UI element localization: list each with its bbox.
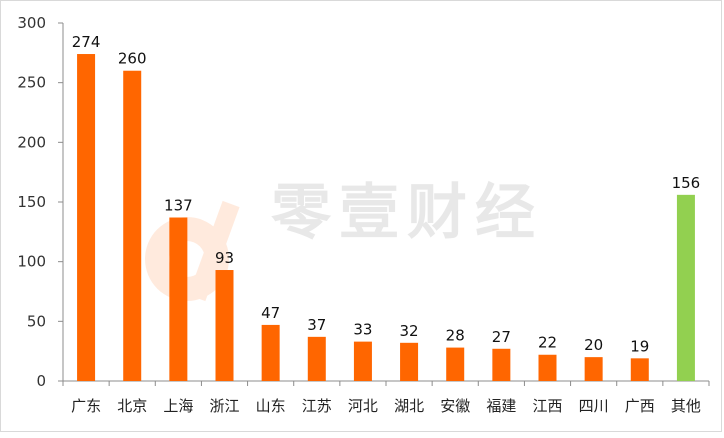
- bar: [584, 357, 603, 381]
- bar: [446, 347, 465, 381]
- y-tick-label: 250: [17, 74, 46, 92]
- x-category-label: 四川: [579, 397, 609, 415]
- bars: [77, 54, 695, 381]
- bar: [630, 358, 649, 381]
- x-category-label: 安徽: [440, 397, 470, 415]
- bar: [261, 324, 280, 381]
- x-category-label: 浙江: [209, 397, 239, 415]
- x-category-label: 北京: [117, 397, 147, 415]
- y-tick-label: 300: [17, 14, 46, 32]
- x-category-label: 河北: [348, 397, 378, 415]
- x-category-label: 江苏: [302, 397, 332, 415]
- bar: [676, 194, 695, 381]
- x-category-label: 其他: [671, 397, 701, 415]
- bar: [353, 341, 372, 381]
- x-category-label: 福建: [486, 397, 516, 415]
- data-label: 274: [72, 33, 101, 51]
- data-label: 93: [215, 249, 234, 267]
- bar: [169, 217, 188, 381]
- x-category-label: 广东: [71, 397, 101, 415]
- data-label: 156: [672, 174, 701, 192]
- data-label: 260: [118, 50, 147, 68]
- data-label: 20: [584, 336, 603, 354]
- data-label: 37: [307, 316, 326, 334]
- data-label: 27: [492, 328, 511, 346]
- x-category-label: 上海: [163, 397, 193, 415]
- data-label: 32: [400, 322, 419, 340]
- data-label: 28: [446, 327, 465, 345]
- bar: [307, 336, 326, 381]
- x-category-label: 江西: [532, 397, 562, 415]
- x-category-label: 湖北: [394, 397, 424, 415]
- data-label: 33: [353, 321, 372, 339]
- bar: [400, 342, 419, 381]
- bar: [492, 348, 511, 381]
- y-axis-ticks: 0 50 100 150 200 250 300: [17, 14, 63, 390]
- data-label: 22: [538, 334, 557, 352]
- bar: [123, 70, 142, 381]
- bar: [77, 54, 96, 381]
- data-label: 47: [261, 304, 280, 322]
- data-label: 19: [630, 337, 649, 355]
- bar: [538, 354, 557, 381]
- x-category-label: 山东: [256, 397, 286, 415]
- y-tick-label: 100: [17, 253, 46, 271]
- y-tick-label: 200: [17, 133, 46, 151]
- data-labels: 274 260 137 93 47 37 33 32 28 27 22 20 19 156: [72, 33, 700, 355]
- bar: [215, 270, 234, 381]
- y-tick-label: 50: [27, 312, 46, 330]
- watermark-text: 零壹财经: [271, 178, 543, 248]
- watermark-logo: 零壹财经: [145, 178, 543, 302]
- y-tick-label: 0: [36, 372, 46, 390]
- x-axis-labels: 广东 北京 上海 浙江 山东 江苏 河北 湖北 安徽 福建 江西 四川 广西 其他: [71, 397, 701, 415]
- y-tick-label: 150: [17, 193, 46, 211]
- x-category-label: 广西: [625, 397, 655, 415]
- data-label: 137: [164, 197, 193, 215]
